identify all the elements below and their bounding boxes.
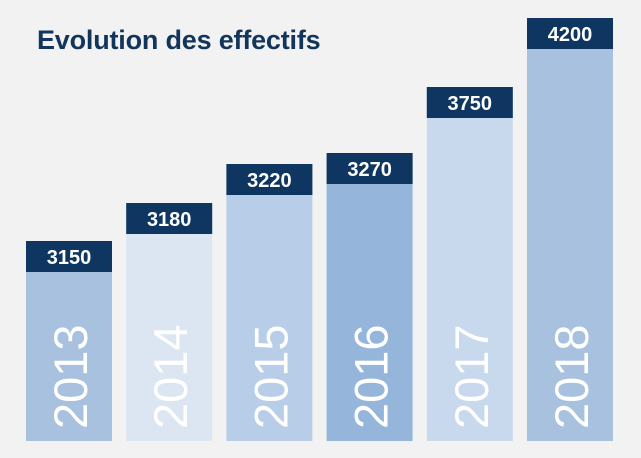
bar-2014 [126,203,213,441]
bar-group-2018: 4200 2018 [527,18,613,441]
bar-2015 [226,164,313,441]
value-label-box-2017 [426,87,513,118]
value-label-2014: 3180 [147,209,192,231]
bar-group-2015: 3220 2015 [226,164,313,441]
bar-group-2016: 3270 2016 [326,153,413,441]
value-label-2017: 3750 [448,93,493,115]
bar-group-2017: 3750 2017 [426,87,513,441]
bar-2016 [326,153,413,441]
category-label-2015: 2015 [244,324,297,429]
bar-group-2014: 3180 2014 [126,203,213,441]
bar-group-2013: 3150 2013 [26,241,112,441]
chart-title: Evolution des effectifs [37,25,321,55]
value-label-2018: 4200 [548,24,593,46]
value-label-box-2013 [26,241,112,272]
bar-2018 [527,18,613,441]
value-label-2013: 3150 [47,247,92,269]
value-label-box-2015 [226,164,313,195]
bar-2017 [426,87,513,441]
bar-2013 [26,241,112,441]
value-label-2016: 3270 [347,159,392,181]
value-label-box-2014 [126,203,213,234]
category-label-2016: 2016 [345,324,398,429]
category-label-2017: 2017 [445,324,498,429]
value-label-2015: 3220 [247,170,292,192]
category-label-2018: 2018 [545,324,598,429]
category-label-2014: 2014 [144,324,197,429]
value-label-box-2016 [326,153,413,184]
value-label-box-2018 [527,18,613,49]
category-label-2013: 2013 [44,324,97,429]
